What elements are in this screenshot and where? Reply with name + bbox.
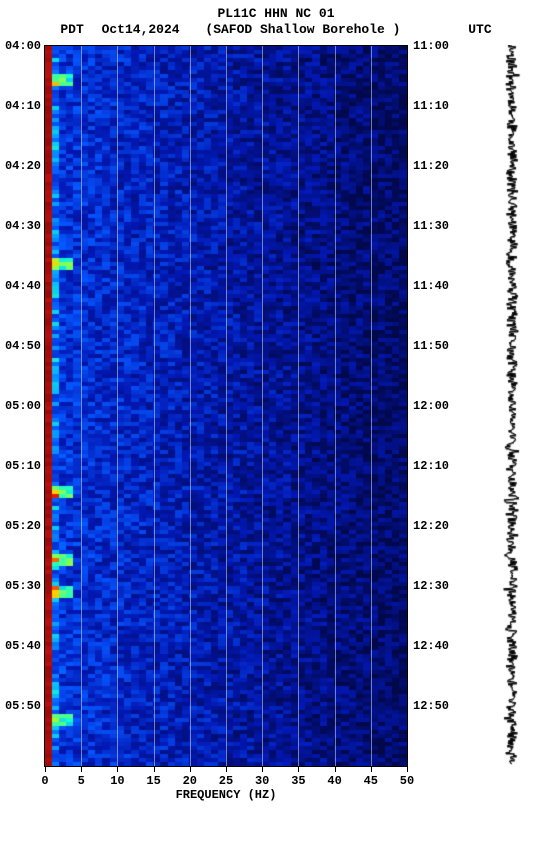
x-tick (81, 766, 82, 772)
y-left-label: 04:40 (1, 279, 41, 293)
x-tick-label: 25 (219, 774, 233, 788)
y-left-label: 04:10 (1, 99, 41, 113)
y-right-label: 12:30 (413, 579, 457, 593)
x-tick (262, 766, 263, 772)
x-tick (154, 766, 155, 772)
x-tick-label: 15 (146, 774, 160, 788)
x-tick-label: 50 (400, 774, 414, 788)
y-right-label: 11:10 (413, 99, 457, 113)
header: PL11C HHN NC 01 PDT Oct14,2024 (SAFOD Sh… (0, 0, 552, 37)
x-tick-label: 35 (291, 774, 305, 788)
y-left-label: 05:10 (1, 459, 41, 473)
y-right-label: 12:10 (413, 459, 457, 473)
x-tick (371, 766, 372, 772)
x-tick (226, 766, 227, 772)
y-left-label: 05:20 (1, 519, 41, 533)
y-right-label: 12:00 (413, 399, 457, 413)
x-tick-label: 0 (41, 774, 48, 788)
y-right-label: 11:20 (413, 159, 457, 173)
y-left-label: 04:20 (1, 159, 41, 173)
y-right-label: 11:50 (413, 339, 457, 353)
x-tick (335, 766, 336, 772)
y-left-label: 05:40 (1, 639, 41, 653)
x-tick (117, 766, 118, 772)
tz-left: PDT (60, 22, 83, 38)
y-right-label: 11:40 (413, 279, 457, 293)
y-right-label: 12:20 (413, 519, 457, 533)
tz-right: UTC (468, 22, 491, 38)
x-axis-title: FREQUENCY (HZ) (45, 788, 407, 802)
y-left-label: 05:00 (1, 399, 41, 413)
station: (SAFOD Shallow Borehole ) (205, 22, 400, 38)
x-tick (298, 766, 299, 772)
x-tick (45, 766, 46, 772)
y-right-label: 12:50 (413, 699, 457, 713)
y-right-label: 11:00 (413, 39, 457, 53)
x-tick (407, 766, 408, 772)
y-right-label: 12:40 (413, 639, 457, 653)
y-right-label: 11:30 (413, 219, 457, 233)
x-tick-label: 40 (327, 774, 341, 788)
x-tick (190, 766, 191, 772)
y-left-label: 05:30 (1, 579, 41, 593)
y-left-label: 05:50 (1, 699, 41, 713)
x-tick-label: 30 (255, 774, 269, 788)
x-tick-label: 20 (183, 774, 197, 788)
x-tick-label: 5 (78, 774, 85, 788)
y-left-label: 04:30 (1, 219, 41, 233)
spectrogram-canvas (45, 46, 407, 766)
x-tick-label: 45 (364, 774, 378, 788)
y-left-label: 04:00 (1, 39, 41, 53)
date: Oct14,2024 (102, 22, 180, 38)
x-tick-label: 10 (110, 774, 124, 788)
waveform-canvas (494, 45, 530, 765)
title-line-1: PL11C HHN NC 01 (0, 6, 552, 22)
y-left-label: 04:50 (1, 339, 41, 353)
spectrogram-plot: 04:0004:1004:2004:3004:4004:5005:0005:10… (44, 45, 408, 767)
